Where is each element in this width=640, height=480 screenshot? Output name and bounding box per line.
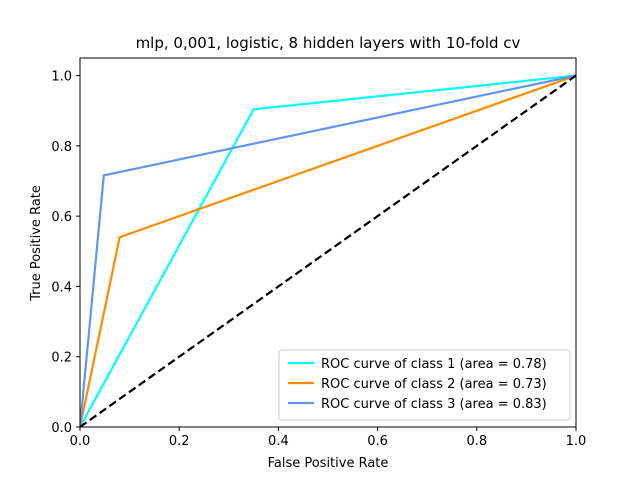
plot-area (80, 74, 576, 427)
x-tick-label: 0.0 (70, 434, 91, 449)
y-tick-label: 0.0 (51, 421, 72, 436)
y-axis-label: True Positive Rate (29, 185, 44, 302)
plot-frame (79, 57, 577, 428)
y-axis: 0.0 0.2 0.4 0.6 0.8 1.0 (51, 70, 80, 436)
x-tick-label: 0.2 (169, 434, 190, 449)
y-tick-label: 1.0 (51, 70, 72, 85)
legend-label-class-2: ROC curve of class 2 (area = 0.73) (321, 377, 547, 392)
legend-box (278, 349, 571, 421)
roc-curve-class-3 (80, 74, 576, 427)
x-tick-label: 0.4 (268, 434, 289, 449)
roc-curve-class-1 (80, 74, 576, 427)
roc-curve-class-2 (80, 74, 576, 427)
y-tick-label: 0.6 (51, 210, 72, 225)
diagonal-reference-line (80, 74, 576, 427)
legend-label-class-1: ROC curve of class 1 (area = 0.78) (321, 357, 547, 372)
legend-label-class-3: ROC curve of class 3 (area = 0.83) (321, 397, 547, 412)
legend: ROC curve of class 1 (area = 0.78) ROC cu… (278, 349, 571, 421)
x-axis-label: False Positive Rate (268, 456, 389, 471)
chart-title: mlp, 0,001, logistic, 8 hidden layers wi… (136, 34, 521, 52)
y-tick-label: 0.2 (51, 351, 72, 366)
y-tick-label: 0.8 (51, 140, 72, 155)
x-tick-label: 0.8 (466, 434, 487, 449)
x-axis: 0.0 0.2 0.4 0.6 0.8 1.0 (70, 427, 587, 449)
x-tick-label: 1.0 (566, 434, 587, 449)
x-tick-label: 0.6 (367, 434, 388, 449)
y-tick-label: 0.4 (51, 280, 72, 295)
